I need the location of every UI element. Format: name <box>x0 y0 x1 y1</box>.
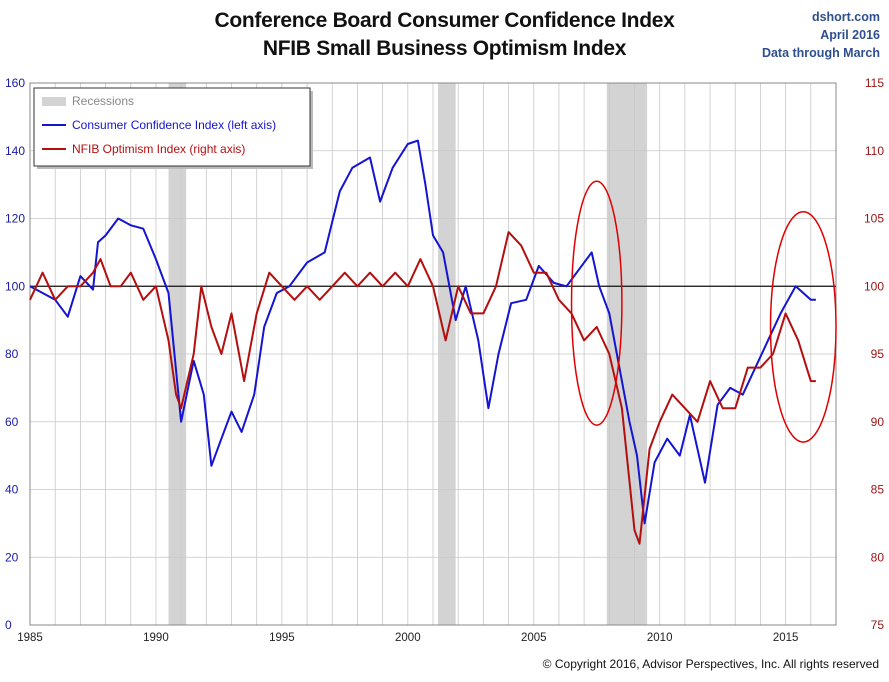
legend-box <box>33 87 311 167</box>
right-axis-tick-label: 85 <box>871 483 885 497</box>
left-axis-tick-label: 100 <box>5 279 25 293</box>
date-label: April 2016 <box>820 28 880 42</box>
legend-label-nfib: NFIB Optimism Index (right axis) <box>72 142 245 156</box>
left-axis-tick-label: 140 <box>5 144 25 158</box>
right-axis-tick-label: 105 <box>864 212 884 226</box>
right-axis-tick-label: 115 <box>865 76 884 90</box>
source-label: dshort.com <box>811 10 880 24</box>
x-axis-tick-label: 2000 <box>395 632 421 644</box>
x-axis-tick-label: 2005 <box>521 632 547 644</box>
left-axis-tick-label: 160 <box>5 76 25 90</box>
x-axis-tick-label: 1985 <box>17 632 43 644</box>
left-axis-tick-label: 20 <box>5 550 19 564</box>
right-axis-tick-label: 80 <box>871 550 885 564</box>
chart-title-line-2: NFIB Small Business Optimism Index <box>262 37 627 60</box>
left-axis-tick-label: 0 <box>5 618 12 632</box>
x-axis-tick-label: 1995 <box>269 632 295 644</box>
series-line-consumer <box>29 139 816 525</box>
legend-label-recessions: Recessions <box>72 94 134 108</box>
annotation-ellipse <box>570 180 623 426</box>
legend-swatch-recessions <box>42 97 66 106</box>
copyright-notice: © Copyright 2016, Advisor Perspectives, … <box>542 657 879 671</box>
left-axis-tick-label: 60 <box>5 415 19 429</box>
left-axis-tick-label: 120 <box>5 212 25 226</box>
x-axis-tick-label: 2010 <box>647 632 673 644</box>
series-line-nfib <box>29 231 816 545</box>
right-axis-tick-label: 95 <box>871 347 885 361</box>
right-axis-tick-label: 110 <box>865 144 884 158</box>
annotation-ellipse <box>769 210 837 443</box>
plot-border <box>29 82 837 626</box>
left-axis-tick-label: 40 <box>5 483 19 497</box>
left-axis-tick-label: 80 <box>5 347 19 361</box>
x-axis-tick-label: 1990 <box>143 632 169 644</box>
right-axis-tick-label: 75 <box>871 618 885 632</box>
data-through-label: Data through March <box>761 46 880 60</box>
legend-label-consumer: Consumer Confidence Index (left axis) <box>72 118 276 132</box>
x-axis-tick-label: 2015 <box>773 632 799 644</box>
chart-title-line-1: Conference Board Consumer Confidence Ind… <box>214 9 675 32</box>
right-axis-tick-label: 90 <box>871 415 885 429</box>
right-axis-tick-label: 100 <box>864 279 884 293</box>
